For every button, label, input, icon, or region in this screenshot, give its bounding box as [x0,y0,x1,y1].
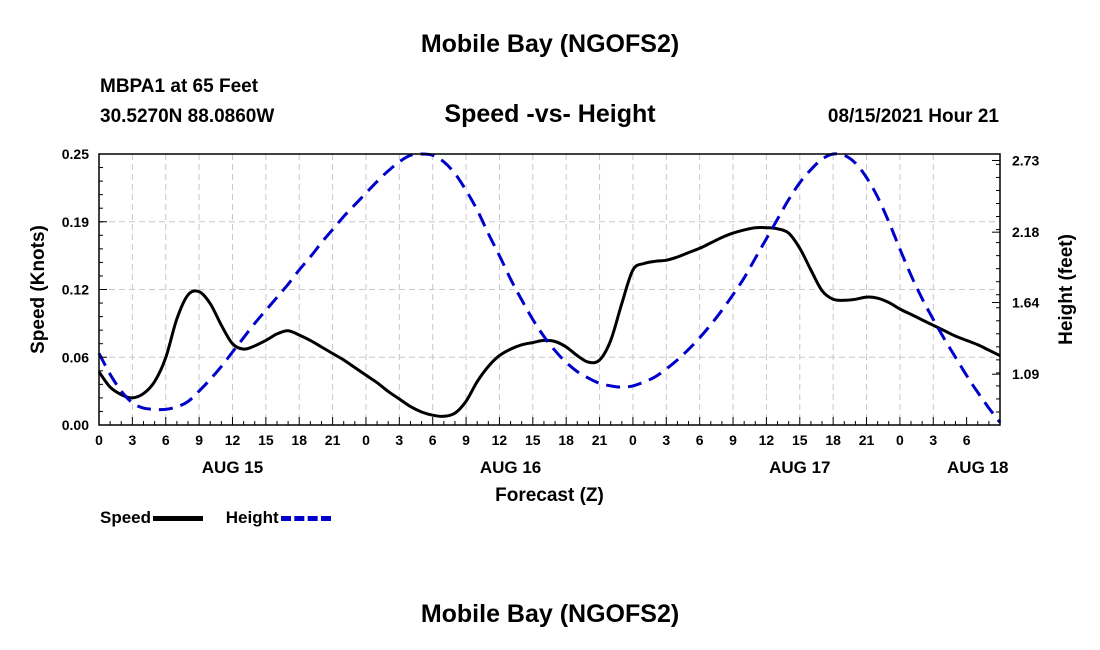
y-left-tick-label: 0.12 [62,282,89,298]
y-left-tick-label: 0.06 [62,349,89,365]
x-axis-title: Forecast (Z) [495,485,604,506]
legend-label-height: Height [225,508,279,527]
main-title: Mobile Bay (NGOFS2) [420,30,680,58]
series-layer [97,152,1002,424]
y-left-tick-label: 0.19 [62,214,89,230]
x-tick-label: 21 [859,432,875,448]
y-right-tick-label: 1.64 [1012,295,1039,311]
x-tick-label: 12 [759,432,775,448]
x-tick-label: 18 [291,432,307,448]
x-tick-label: 3 [128,432,136,448]
x-tick-label: 0 [95,432,103,448]
x-tick-label: 3 [395,432,403,448]
y-left-axis-title: Speed (Knots) [28,225,49,354]
x-tick-label: 3 [929,432,937,448]
y-right-tick-label: 2.73 [1012,153,1039,169]
station-name: MBPA1 at 65 Feet [100,76,259,97]
chart-subtitle: Speed -vs- Height [444,100,656,128]
x-tick-label: 6 [429,432,437,448]
series-line-speed [97,226,1001,418]
legend-swatch-speed [153,515,204,521]
x-tick-label: 9 [729,432,737,448]
x-tick-label: 15 [525,432,541,448]
day-label: AUG 17 [769,458,830,477]
ticks: 0 3 6 9 12 15 18 21 0 3 6 9 12 15 18 21 0 3 6 9 12 15 18 21 0 3 6 A… [62,146,1040,477]
legend-item-speed: Speed [100,508,204,528]
footer-title: Mobile Bay (NGOFS2) [420,600,680,628]
x-tick-label: 18 [558,432,574,448]
series-line-height [97,152,1002,424]
grid [99,154,1000,425]
x-tick-label: 21 [592,432,608,448]
x-tick-label: 12 [492,432,508,448]
x-tick-label: 18 [825,432,841,448]
x-tick-label: 6 [696,432,704,448]
day-label: AUG 18 [947,458,1008,477]
y-left-tick-label: 0.25 [62,146,89,162]
x-tick-label: 15 [258,432,274,448]
x-tick-label: 0 [362,432,370,448]
y-right-tick-label: 2.18 [1012,224,1039,240]
x-tick-label: 6 [162,432,170,448]
station-coordinates: 30.5270N 88.0860W [100,106,275,127]
legend-item-height: Height [226,508,331,528]
legend: Speed Height [100,508,349,528]
x-tick-label: 0 [629,432,637,448]
forecast-datetime: 08/15/2021 Hour 21 [827,106,999,127]
day-label: AUG 16 [480,458,541,477]
legend-swatch-height [280,515,331,521]
x-tick-label: 6 [963,432,971,448]
legend-label-speed: Speed [100,508,152,527]
day-label: AUG 15 [202,458,263,477]
y-right-tick-label: 1.09 [1012,366,1039,382]
x-tick-label: 15 [792,432,808,448]
y-left-tick-label: 0.00 [62,417,89,433]
x-tick-label: 21 [325,432,341,448]
x-tick-label: 9 [462,432,470,448]
x-tick-label: 12 [225,432,241,448]
x-tick-label: 3 [662,432,670,448]
x-tick-label: 0 [896,432,904,448]
y-right-axis-title: Height (feet) [1056,234,1077,345]
x-tick-label: 9 [195,432,203,448]
